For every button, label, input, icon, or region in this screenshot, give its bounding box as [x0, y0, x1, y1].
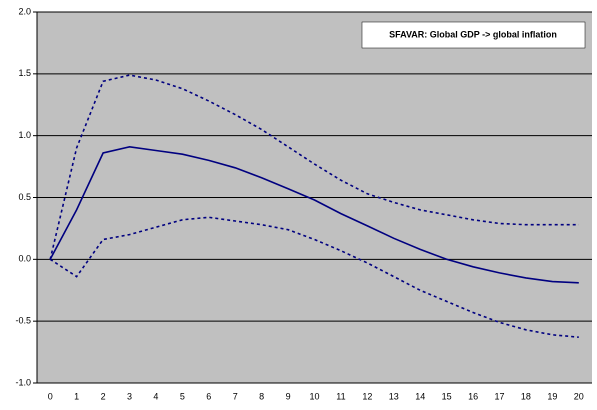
x-tick-label: 16 — [468, 391, 478, 401]
x-tick-label: 10 — [309, 391, 319, 401]
x-tick-label: 1 — [74, 391, 79, 401]
series-line — [49, 74, 579, 260]
x-tick-label: 18 — [521, 391, 531, 401]
y-tick-label: -0.5 — [15, 316, 31, 326]
series-line — [49, 216, 579, 338]
x-tick-label: 7 — [233, 391, 238, 401]
y-tick-label: -1.0 — [15, 377, 31, 387]
y-tick-label: 1.0 — [18, 130, 31, 140]
title-box — [361, 21, 586, 49]
y-tick-label: 2.0 — [18, 6, 31, 16]
x-tick-label: 4 — [153, 391, 158, 401]
x-tick-label: 9 — [286, 391, 291, 401]
y-tick-label: 0.5 — [18, 192, 31, 202]
x-tick-label: 13 — [389, 391, 399, 401]
y-tick-label: 1.5 — [18, 68, 31, 78]
x-tick-label: 6 — [206, 391, 211, 401]
x-tick-label: 12 — [362, 391, 372, 401]
series-line — [49, 145, 579, 284]
y-tick-label: 0.0 — [18, 254, 31, 264]
x-tick-label: 5 — [180, 391, 185, 401]
x-tick-label: 17 — [494, 391, 504, 401]
x-tick-label: 20 — [574, 391, 584, 401]
x-tick-label: 14 — [415, 391, 425, 401]
x-tick-label: 2 — [101, 391, 106, 401]
x-tick-label: 15 — [442, 391, 452, 401]
x-tick-label: 3 — [127, 391, 132, 401]
x-tick-label: 0 — [48, 391, 53, 401]
x-tick-label: 19 — [547, 391, 557, 401]
x-tick-label: 11 — [336, 391, 345, 401]
chart-title: SFAVAR: Global GDP -> global inflation — [389, 29, 557, 39]
x-tick-label: 8 — [259, 391, 264, 401]
